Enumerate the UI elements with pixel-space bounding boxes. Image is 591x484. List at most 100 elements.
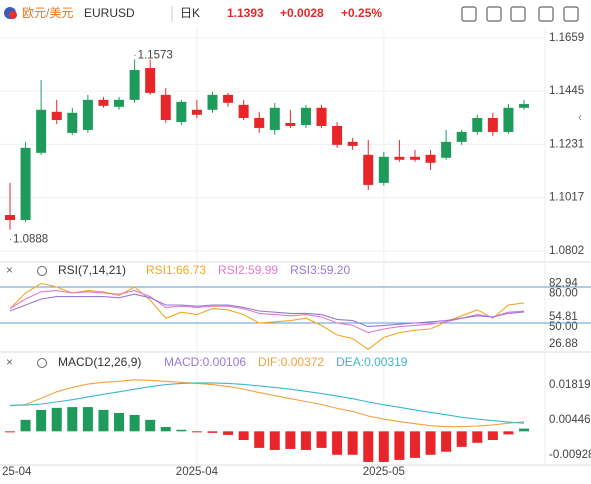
y-tick-label: 0.00446 [549,414,591,426]
y-tick-label: 82.94 [549,278,578,290]
tool-icon[interactable] [486,6,502,22]
candle-body [207,94,218,110]
candle-body [332,125,343,145]
candle-body [191,109,202,115]
legend-entry: RSI3:59.20 [290,263,350,277]
change-pct: +0.25% [341,6,382,20]
x-tick-label: 2025-04 [176,466,219,478]
macd-bar [223,431,234,435]
candle-body [519,104,529,108]
macd-bar [51,407,62,432]
candle-body [347,141,358,146]
macd-bar [176,429,187,432]
legend-entry: RSI2:59.99 [218,263,278,277]
y-tick-label: 1.0802 [549,245,584,257]
y-tick-label: 50.00 [549,321,578,333]
candle-body [129,70,140,100]
indicator-line [9,282,525,351]
macd-bar [425,431,436,455]
settings-icon[interactable] [37,358,47,368]
candle-body [176,101,187,122]
candle-body [36,109,47,153]
y-tick-label: -0.00928 [549,449,591,461]
x-tick-label: 25-04 [2,466,32,478]
candle-body [98,99,109,106]
expand-icon[interactable] [538,6,554,22]
flag-icon-overlay [9,11,17,19]
candle-body [363,154,374,185]
macd-bar [519,428,529,432]
macd-bar [441,431,452,452]
price-annotation: 1.0888 [13,234,48,246]
candle-body [51,111,62,120]
candle-body [316,107,327,126]
y-tick-label: 80.00 [549,288,578,300]
candle-body [254,118,265,128]
macd-bar [67,407,78,432]
instrument-symbol: EURUSD [84,6,135,20]
macd-bar [300,431,311,450]
macd-bar [207,431,218,433]
macd-bar [129,415,140,432]
indicator-line [9,382,525,424]
macd-bar [316,431,327,448]
macd-bar [409,431,420,458]
y-tick-label: 54.81 [549,311,578,323]
y-tick-label: 0.01819 [549,379,591,391]
macd-bar [378,431,389,462]
settings-icon[interactable] [37,266,47,276]
macd-bar [394,431,405,460]
macd-bar [456,431,467,447]
macd-bar [191,431,202,433]
indicator-line [9,379,525,428]
candle-body [145,68,156,93]
candle-body [472,118,483,132]
macd-bar [472,431,483,443]
candle-body [503,107,514,132]
macd-bar [5,431,15,433]
candle-body [82,99,93,130]
candle-body [300,107,311,125]
macd-bar [160,426,171,432]
collapse-arrow[interactable]: ‹ [578,110,582,124]
legend-entry: DEA:0.00319 [336,355,408,369]
close-indicator[interactable]: × [6,355,13,369]
macd-bar [145,419,156,432]
macd-bar [503,431,514,435]
candle-body [238,104,249,118]
price-annotation: 1.1573 [138,49,173,61]
candle-body [269,107,280,130]
tool-icon[interactable] [510,6,526,22]
legend-entry: MACD:0.00106 [164,355,246,369]
macd-bar [332,431,343,455]
indicator-line [9,290,525,334]
macd-bar [487,431,498,440]
macd-bar [269,431,280,450]
y-tick-label: 1.1231 [549,138,584,150]
macd-bar [254,431,265,448]
close-indicator[interactable]: × [6,263,13,277]
close-icon[interactable] [563,6,579,22]
candle-body [5,214,15,220]
rsi-title: RSI(7,14,21) [58,263,126,277]
tool-icon[interactable] [461,6,477,22]
candle-body [425,154,436,163]
indicator-line [9,293,525,328]
instrument-name: 欧元/美元 [22,6,73,20]
candle-body [160,94,171,120]
macd-bar [82,407,93,432]
candle-body [67,112,78,133]
macd-bar [347,431,358,455]
candle-body [394,156,405,160]
candle-body [441,141,452,158]
candle-body [378,156,389,183]
macd-bar [98,409,109,432]
period: 日K [180,6,200,20]
macd-bar [36,409,47,432]
y-tick-label: 1.1445 [549,85,584,97]
candle-body [409,156,420,160]
candle-body [20,147,31,220]
macd-bar [285,431,296,449]
macd-bar [363,431,374,462]
